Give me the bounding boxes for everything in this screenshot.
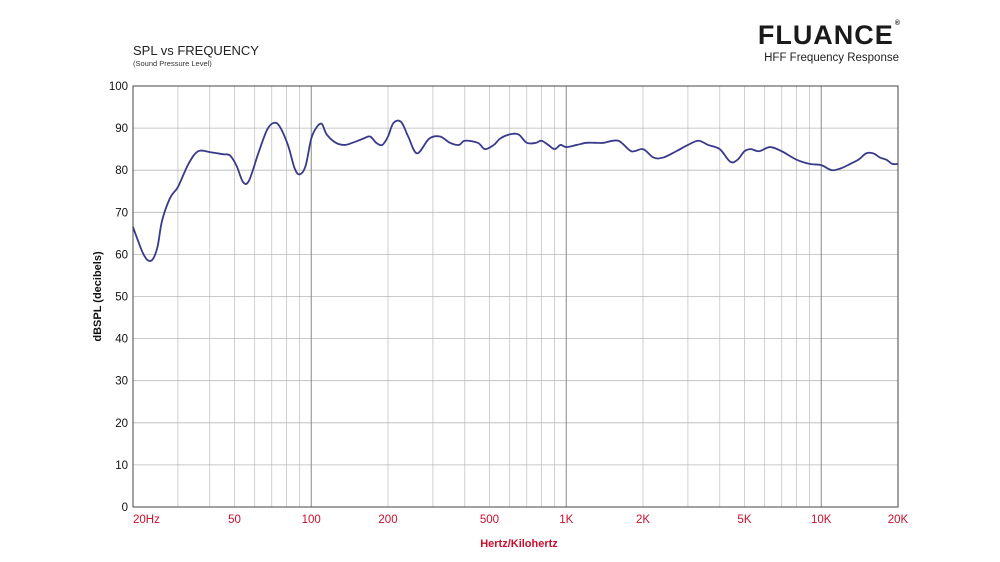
y-tick-label: 20: [115, 418, 128, 430]
x-tick-label: 50: [228, 514, 241, 526]
x-tick-label: 20Hz: [133, 514, 160, 526]
y-tick-label: 10: [115, 460, 128, 472]
y-tick-label: 50: [115, 292, 128, 304]
registered-mark: ®: [894, 20, 901, 27]
spl-response-line: [132, 119, 899, 262]
brand-name: FLUANCE: [757, 20, 894, 50]
x-tick-label: 500: [480, 514, 499, 526]
x-tick-label: 100: [302, 514, 321, 526]
x-tick-label: 200: [378, 514, 397, 526]
y-axis-ticks: 0 10 20 30 40 50 60 70 80 90 100: [109, 81, 128, 514]
plot-frame: [132, 85, 899, 508]
y-tick-label: 80: [115, 165, 128, 177]
y-tick-label: 90: [115, 123, 128, 135]
major-grid: [310, 86, 822, 507]
x-axis-label: Hertz/Kilohertz: [480, 538, 558, 550]
y-tick-label: 60: [115, 249, 128, 261]
y-tick-label: 70: [115, 207, 128, 219]
product-chart-title: HFF Frequency Response: [764, 52, 899, 64]
x-tick-label: 20K: [888, 514, 909, 526]
y-tick-label: 30: [115, 376, 128, 388]
y-tick-label: 0: [122, 502, 128, 514]
x-tick-label: 2K: [636, 514, 650, 526]
chart-title: SPL vs FREQUENCY: [133, 43, 259, 58]
x-tick-label: 1K: [559, 514, 573, 526]
brand-logo: FLUANCE®: [758, 20, 901, 51]
y-tick-label: 40: [115, 334, 128, 346]
y-axis-label: dBSPL (decibels): [92, 251, 104, 342]
minor-grid: [133, 86, 898, 507]
x-tick-label: 10K: [811, 514, 832, 526]
x-axis-ticks: 20Hz 50 100 200 500 1K 2K 5K 10K 20K: [133, 514, 909, 526]
y-tick-label: 100: [109, 81, 128, 93]
x-tick-label: 5K: [737, 514, 751, 526]
chart-subtitle: (Sound Pressure Level): [133, 59, 212, 68]
